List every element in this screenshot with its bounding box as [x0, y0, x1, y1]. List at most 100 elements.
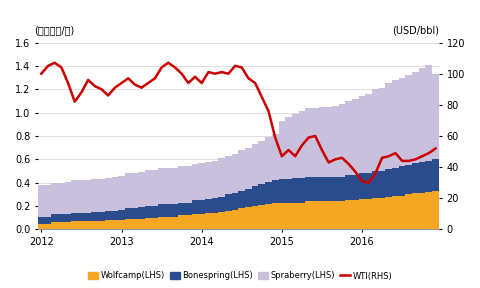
Bar — [425, 192, 432, 230]
Bar — [265, 204, 272, 230]
Bar — [372, 171, 379, 198]
Bar — [352, 98, 359, 175]
Bar — [72, 180, 78, 213]
Bar — [312, 108, 319, 177]
WTI(RHS) — [145, 81, 151, 85]
Bar — [239, 209, 245, 230]
Bar — [339, 177, 345, 201]
Bar — [158, 204, 165, 217]
Bar — [65, 214, 72, 222]
Bar — [372, 198, 379, 230]
Bar — [172, 168, 178, 204]
Bar — [412, 72, 419, 163]
Bar — [225, 156, 232, 194]
Bar — [178, 166, 185, 202]
Bar — [258, 141, 265, 184]
Bar — [265, 137, 272, 181]
Legend: Wolfcamp(LHS), Bonespring(LHS), Spraberry(LHS), WTI(RHS): Wolfcamp(LHS), Bonespring(LHS), Spraberr… — [84, 268, 396, 284]
Bar — [178, 202, 185, 215]
Bar — [205, 162, 212, 199]
Bar — [278, 202, 285, 230]
Bar — [232, 154, 239, 193]
Bar — [332, 201, 339, 230]
Bar — [138, 172, 145, 207]
Bar — [339, 105, 345, 177]
Bar — [72, 213, 78, 221]
Bar — [406, 165, 412, 194]
Bar — [372, 89, 379, 171]
Bar — [365, 94, 372, 173]
Bar — [359, 173, 365, 199]
WTI(RHS) — [38, 72, 44, 75]
Bar — [58, 222, 65, 230]
Line: WTI(RHS): WTI(RHS) — [41, 63, 435, 183]
Bar — [406, 194, 412, 230]
WTI(RHS) — [432, 147, 438, 150]
Bar — [185, 202, 192, 215]
Bar — [285, 117, 292, 179]
Bar — [98, 212, 105, 221]
Bar — [419, 162, 425, 193]
Bar — [432, 191, 439, 230]
Bar — [272, 134, 278, 180]
Bar — [385, 169, 392, 197]
Bar — [319, 177, 325, 201]
WTI(RHS) — [366, 181, 372, 184]
Bar — [299, 202, 305, 230]
Bar — [212, 213, 218, 230]
Bar — [212, 198, 218, 213]
Bar — [399, 77, 406, 166]
Bar — [419, 193, 425, 230]
Bar — [178, 215, 185, 230]
Bar — [51, 183, 58, 214]
Bar — [399, 196, 406, 230]
Bar — [272, 180, 278, 202]
Bar — [205, 213, 212, 230]
Bar — [325, 107, 332, 177]
Bar — [312, 201, 319, 230]
Bar — [152, 170, 158, 206]
Bar — [345, 200, 352, 230]
Bar — [305, 177, 312, 201]
Bar — [299, 178, 305, 202]
Bar — [212, 160, 218, 198]
Bar — [132, 209, 138, 219]
Bar — [252, 144, 258, 186]
Bar — [352, 175, 359, 200]
Bar — [172, 217, 178, 230]
Bar — [218, 197, 225, 212]
Bar — [98, 179, 105, 212]
Bar — [399, 166, 406, 196]
Bar — [239, 191, 245, 209]
Bar — [111, 220, 118, 230]
Bar — [352, 200, 359, 230]
WTI(RHS) — [179, 72, 184, 75]
Bar — [312, 177, 319, 201]
Bar — [245, 148, 252, 189]
Bar — [232, 193, 239, 210]
Bar — [65, 222, 72, 230]
Bar — [332, 177, 339, 201]
Bar — [125, 209, 132, 219]
Bar — [105, 211, 111, 220]
Bar — [152, 218, 158, 230]
Bar — [45, 223, 51, 230]
Bar — [192, 164, 198, 200]
Bar — [319, 107, 325, 177]
Bar — [245, 207, 252, 230]
Bar — [412, 193, 419, 230]
Bar — [432, 74, 439, 159]
Bar — [252, 186, 258, 206]
Bar — [339, 201, 345, 230]
Bar — [285, 202, 292, 230]
Bar — [258, 184, 265, 205]
Bar — [105, 220, 111, 230]
Bar — [65, 181, 72, 214]
Bar — [78, 221, 85, 230]
Bar — [185, 166, 192, 202]
Bar — [111, 177, 118, 211]
Bar — [425, 65, 432, 160]
Bar — [325, 177, 332, 201]
Bar — [345, 101, 352, 175]
Bar — [118, 210, 125, 220]
